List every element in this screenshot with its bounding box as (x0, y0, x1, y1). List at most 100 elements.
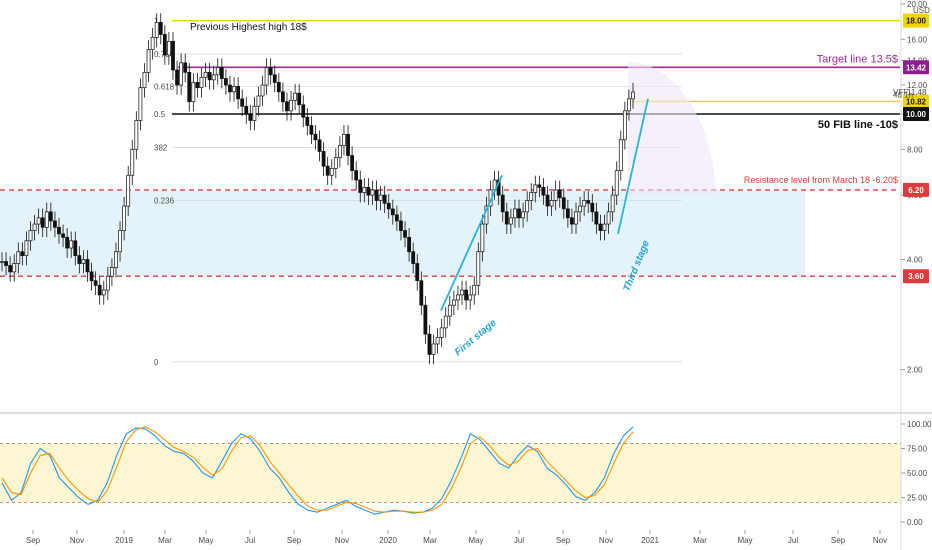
candle-body[interactable] (447, 304, 452, 317)
candle-body[interactable] (382, 194, 387, 204)
candle-body[interactable] (464, 289, 468, 301)
candle-body[interactable] (582, 200, 587, 207)
candle-body[interactable] (36, 217, 41, 225)
candle-body[interactable] (439, 327, 444, 338)
candle-body[interactable] (337, 145, 342, 158)
candle-body[interactable] (513, 208, 517, 219)
candle-body[interactable] (280, 91, 285, 103)
candle-body[interactable] (244, 105, 249, 115)
candle-body[interactable] (256, 95, 261, 107)
candle-body[interactable] (627, 98, 631, 112)
candle-body[interactable] (427, 333, 432, 355)
candle-body[interactable] (317, 139, 322, 152)
third-stage-trendline[interactable] (617, 98, 649, 235)
candle-body[interactable] (24, 240, 29, 256)
candle-body[interactable] (480, 223, 485, 253)
candle-body[interactable] (472, 284, 477, 296)
candle-body[interactable] (370, 189, 375, 196)
candle-body[interactable] (374, 189, 379, 201)
candle-body[interactable] (342, 133, 346, 146)
candle-body[interactable] (167, 41, 171, 56)
candle-body[interactable] (69, 240, 74, 249)
candle-body[interactable] (215, 67, 220, 76)
candle-body[interactable] (150, 37, 155, 50)
candle-body[interactable] (354, 170, 359, 181)
candle-body[interactable] (407, 236, 411, 253)
candle-body[interactable] (4, 261, 8, 266)
candle-body[interactable] (553, 189, 558, 201)
candle-body[interactable] (390, 208, 395, 216)
candle-body[interactable] (191, 82, 196, 103)
candle-body[interactable] (162, 34, 167, 56)
candle-body[interactable] (366, 187, 371, 196)
candle-body[interactable] (545, 194, 550, 207)
candle-body[interactable] (65, 236, 70, 249)
candle-body[interactable] (0, 261, 4, 263)
candle-body[interactable] (508, 217, 513, 225)
candle-body[interactable] (48, 211, 53, 222)
candle-body[interactable] (297, 92, 302, 106)
candle-body[interactable] (8, 265, 13, 273)
candle-body[interactable] (207, 71, 212, 81)
candle-body[interactable] (415, 263, 420, 282)
candle-body[interactable] (118, 230, 122, 253)
candle-body[interactable] (606, 211, 611, 225)
first-stage-trendline[interactable] (440, 174, 503, 311)
stoch-d-line[interactable] (1, 426, 634, 513)
candle-body[interactable] (154, 22, 159, 38)
candle-body[interactable] (386, 202, 391, 210)
candle-body[interactable] (187, 71, 192, 103)
candle-body[interactable] (476, 251, 481, 286)
candle-body[interactable] (236, 86, 241, 100)
candle-body[interactable] (346, 133, 350, 156)
candle-body[interactable] (521, 211, 525, 219)
candle-body[interactable] (378, 194, 383, 201)
candle-body[interactable] (578, 205, 582, 213)
candle-body[interactable] (61, 233, 65, 238)
candle-body[interactable] (232, 86, 236, 93)
candle-body[interactable] (93, 280, 98, 286)
candle-body[interactable] (158, 22, 163, 35)
candle-body[interactable] (517, 208, 521, 219)
candle-body[interactable] (537, 184, 542, 188)
candle-body[interactable] (272, 74, 277, 83)
candle-body[interactable] (541, 187, 546, 196)
candle-body[interactable] (358, 179, 363, 193)
candle-body[interactable] (134, 120, 139, 150)
candle-body[interactable] (73, 240, 78, 256)
candle-body[interactable] (248, 113, 253, 121)
candle-body[interactable] (293, 92, 298, 101)
stoch-k-line[interactable] (1, 426, 634, 515)
candle-body[interactable] (533, 184, 538, 193)
candle-body[interactable] (460, 289, 464, 296)
candle-body[interactable] (574, 211, 578, 225)
candle-body[interactable] (411, 251, 416, 264)
candle-body[interactable] (565, 208, 570, 219)
candle-body[interactable] (403, 230, 407, 238)
candle-body[interactable] (195, 82, 200, 89)
candle-body[interactable] (614, 170, 619, 196)
candle-body[interactable] (631, 91, 635, 100)
candle-body[interactable] (179, 62, 184, 86)
candle-body[interactable] (399, 220, 403, 231)
candle-body[interactable] (40, 217, 45, 228)
candle-body[interactable] (289, 99, 293, 112)
candle-body[interactable] (301, 104, 306, 118)
candle-body[interactable] (268, 67, 273, 76)
candle-body[interactable] (20, 251, 25, 256)
candle-body[interactable] (451, 299, 456, 306)
candle-body[interactable] (435, 336, 440, 345)
candle-body[interactable] (285, 101, 289, 112)
candle-body[interactable] (602, 223, 607, 231)
candle-body[interactable] (561, 197, 566, 210)
candle-body[interactable] (431, 343, 436, 355)
candle-body[interactable] (122, 205, 127, 231)
candle-body[interactable] (142, 71, 147, 89)
candle-body[interactable] (175, 69, 179, 86)
candle-body[interactable] (219, 67, 224, 79)
candle-body[interactable] (16, 251, 21, 264)
candle-body[interactable] (264, 67, 269, 86)
candle-body[interactable] (81, 259, 86, 264)
candle-body[interactable] (105, 275, 110, 291)
